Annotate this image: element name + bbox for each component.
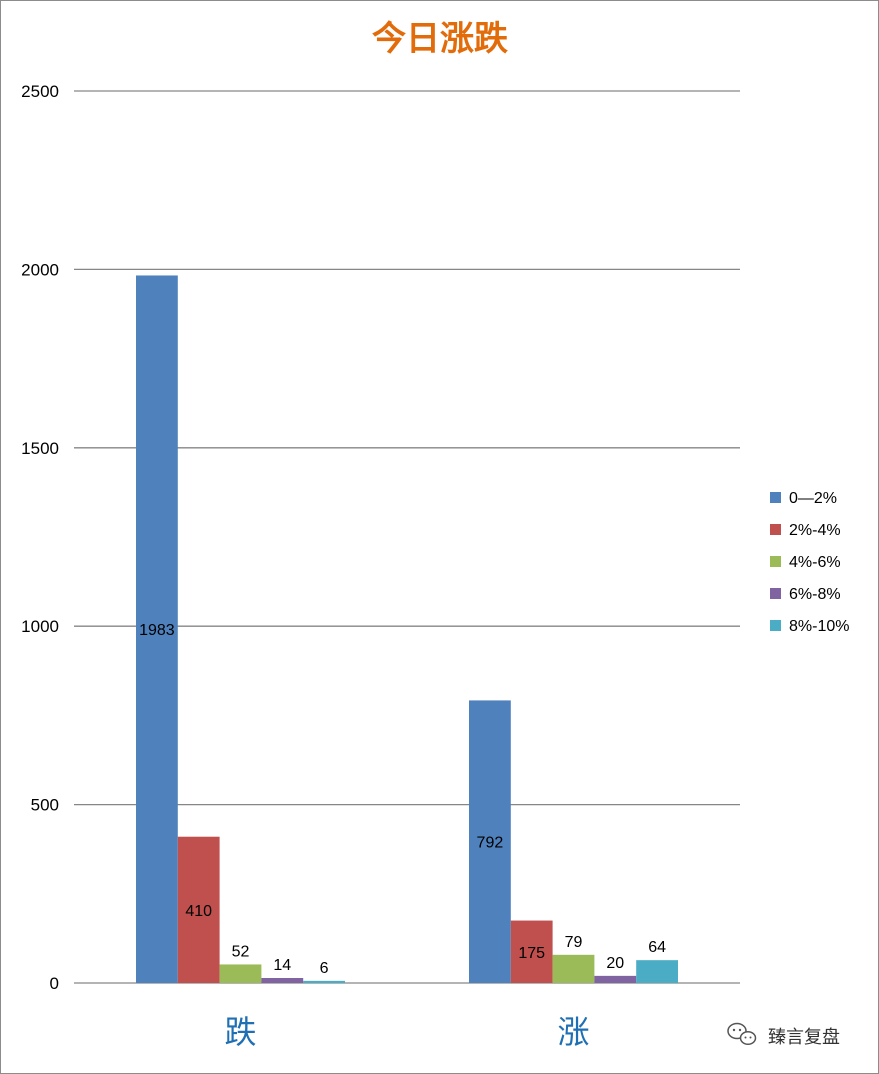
- data-label: 6: [320, 960, 329, 977]
- watermark: 臻言复盘: [727, 1022, 840, 1048]
- legend-swatch: [770, 588, 781, 599]
- y-tick-label: 1500: [21, 439, 59, 458]
- legend-label: 2%-4%: [789, 522, 841, 539]
- data-labels: 1983 410 52 14 6 792 175 79 20 64: [139, 622, 666, 977]
- y-tick-label: 0: [50, 974, 59, 993]
- watermark-text: 臻言复盘: [768, 1027, 840, 1048]
- data-label: 175: [518, 945, 545, 962]
- legend-swatch: [770, 492, 781, 503]
- bar-up-0: [469, 700, 511, 983]
- y-tick-label: 2000: [21, 260, 59, 279]
- bar-up-3: [594, 975, 637, 983]
- y-axis-ticks: 0 500 1000 1500 2000 2500: [21, 82, 59, 993]
- data-label: 14: [273, 957, 291, 974]
- bar-down-3: [261, 978, 304, 983]
- legend-label: 0—2%: [789, 490, 837, 507]
- bar-up-4: [636, 960, 678, 983]
- bars: [136, 275, 678, 984]
- y-tick-label: 1000: [21, 617, 59, 636]
- bar-down-4: [303, 980, 345, 983]
- legend: 0—2% 2%-4% 4%-6% 6%-8% 8%-10%: [770, 490, 849, 635]
- data-label: 64: [648, 939, 666, 956]
- legend-label: 8%-10%: [789, 618, 849, 635]
- wechat-icon: [727, 1022, 757, 1046]
- data-label: 1983: [139, 622, 175, 639]
- legend-label: 6%-8%: [789, 586, 841, 603]
- bar-down-2: [219, 964, 262, 983]
- data-label: 410: [185, 903, 212, 920]
- legend-label: 4%-6%: [789, 554, 841, 571]
- x-category-label: 跌: [224, 1013, 256, 1051]
- bar-up-2: [552, 954, 595, 983]
- bar-down-1: [177, 836, 220, 983]
- bar-up-1: [510, 920, 553, 983]
- data-label: 52: [232, 943, 250, 960]
- y-tick-label: 2500: [21, 82, 59, 101]
- x-category-label: 涨: [557, 1013, 589, 1051]
- data-label: 792: [477, 835, 504, 852]
- legend-swatch: [770, 620, 781, 631]
- chart-title: 今日涨跌: [372, 19, 508, 59]
- data-label: 79: [565, 934, 583, 951]
- data-label: 20: [606, 955, 624, 972]
- x-axis-categories: 跌涨: [224, 1013, 589, 1051]
- legend-swatch: [770, 524, 781, 535]
- legend-swatch: [770, 556, 781, 567]
- y-tick-label: 500: [31, 796, 59, 815]
- bar-down-0: [136, 275, 178, 984]
